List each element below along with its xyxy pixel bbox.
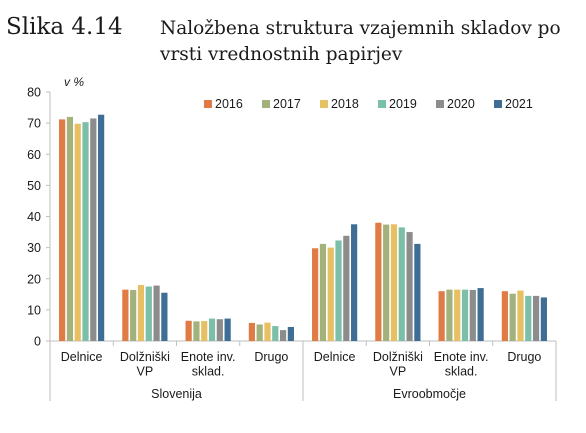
bar-2018-cat-7 xyxy=(517,290,524,341)
bar-2017-cat-4 xyxy=(319,243,327,341)
bar-2018-cat-2 xyxy=(201,321,208,341)
category-label: sklad. xyxy=(445,365,478,379)
figure-label: Slika 4.14 xyxy=(6,14,123,40)
bar-2016-cat-6 xyxy=(438,291,445,341)
bar-2019-cat-6 xyxy=(461,289,469,341)
legend-label-2021: 2021 xyxy=(505,97,533,111)
legend-label-2020: 2020 xyxy=(447,97,475,111)
y-tick-label: 0 xyxy=(34,335,41,349)
legend-swatch-2020 xyxy=(436,100,444,108)
bar-2021-cat-6 xyxy=(477,288,484,341)
bar-2017-cat-7 xyxy=(509,293,516,341)
bar-2018-cat-0 xyxy=(74,123,81,341)
bar-2018-cat-4 xyxy=(327,247,334,342)
bar-2020-cat-4 xyxy=(343,235,350,341)
y-tick-label: 70 xyxy=(27,117,41,131)
bar-2019-cat-7 xyxy=(525,295,532,341)
bar-2017-cat-5 xyxy=(383,224,390,341)
bar-2016-cat-3 xyxy=(248,322,255,341)
category-label: Dolžniški xyxy=(120,350,170,364)
bar-2021-cat-0 xyxy=(98,114,105,341)
legend-swatch-2018 xyxy=(320,100,328,108)
category-label: Drugo xyxy=(254,350,288,364)
bar-2019-cat-5 xyxy=(398,227,405,341)
legend-swatch-2019 xyxy=(378,100,386,108)
bar-2019-cat-4 xyxy=(335,240,342,341)
bar-2016-cat-7 xyxy=(501,291,508,341)
bar-2018-cat-5 xyxy=(390,224,398,341)
category-label: Delnice xyxy=(314,350,356,364)
category-label: Drugo xyxy=(507,350,541,364)
bar-2016-cat-4 xyxy=(312,248,319,341)
group-label: Slovenija xyxy=(151,387,202,401)
bar-2021-cat-7 xyxy=(540,297,547,341)
bar-2021-cat-3 xyxy=(287,326,294,341)
bar-2021-cat-2 xyxy=(224,318,231,341)
bar-2019-cat-3 xyxy=(272,326,279,341)
group-label: Evroobmočje xyxy=(393,387,466,401)
category-label: sklad. xyxy=(192,365,225,379)
bar-2020-cat-2 xyxy=(216,319,223,341)
bar-2017-cat-2 xyxy=(193,321,200,341)
legend-swatch-2021 xyxy=(494,100,502,108)
bar-2017-cat-0 xyxy=(66,116,74,342)
y-tick-label: 60 xyxy=(27,148,41,162)
category-label: Enote inv. xyxy=(434,350,489,364)
y-axis-label: v % xyxy=(64,75,84,89)
bar-2016-cat-0 xyxy=(59,119,66,341)
y-tick-label: 10 xyxy=(27,303,41,317)
bar-2016-cat-1 xyxy=(122,289,129,341)
y-tick-label: 50 xyxy=(27,179,41,193)
bar-2020-cat-7 xyxy=(532,295,540,341)
bar-2019-cat-2 xyxy=(208,318,216,341)
legend-label-2016: 2016 xyxy=(215,97,243,111)
category-label: Dolžniški xyxy=(373,350,423,364)
category-label: VP xyxy=(390,365,407,379)
bar-2019-cat-1 xyxy=(145,286,152,341)
bar-2018-cat-1 xyxy=(137,284,145,341)
legend-label-2019: 2019 xyxy=(389,97,417,111)
bar-2020-cat-1 xyxy=(153,285,160,341)
category-label: Delnice xyxy=(61,350,103,364)
bar-2020-cat-6 xyxy=(469,289,476,341)
legend-label-2017: 2017 xyxy=(273,97,301,111)
legend-label-2018: 2018 xyxy=(331,97,359,111)
bar-2018-cat-6 xyxy=(454,289,461,341)
bar-2017-cat-1 xyxy=(130,289,137,341)
bar-2020-cat-3 xyxy=(279,330,287,341)
bar-2020-cat-5 xyxy=(406,232,413,341)
category-label: VP xyxy=(137,365,154,379)
bar-2019-cat-0 xyxy=(82,122,89,341)
y-tick-label: 20 xyxy=(27,272,41,286)
bar-2016-cat-2 xyxy=(185,320,192,341)
bar-2021-cat-1 xyxy=(161,292,168,341)
y-tick-label: 80 xyxy=(27,86,41,100)
y-tick-label: 40 xyxy=(27,210,41,224)
category-label: Enote inv. xyxy=(181,350,236,364)
figure-title: Naložbena struktura vzajemnih skladov po… xyxy=(160,18,561,65)
bar-2020-cat-0 xyxy=(90,118,97,342)
y-tick-label: 30 xyxy=(27,241,41,255)
bar-2018-cat-3 xyxy=(264,322,271,341)
bar-2017-cat-3 xyxy=(256,324,263,341)
bar-2017-cat-6 xyxy=(446,289,453,341)
bar-2021-cat-5 xyxy=(414,243,421,341)
legend-swatch-2017 xyxy=(262,100,270,108)
legend-swatch-2016 xyxy=(204,100,212,108)
bar-2016-cat-5 xyxy=(375,222,382,341)
bar-2021-cat-4 xyxy=(351,224,358,341)
